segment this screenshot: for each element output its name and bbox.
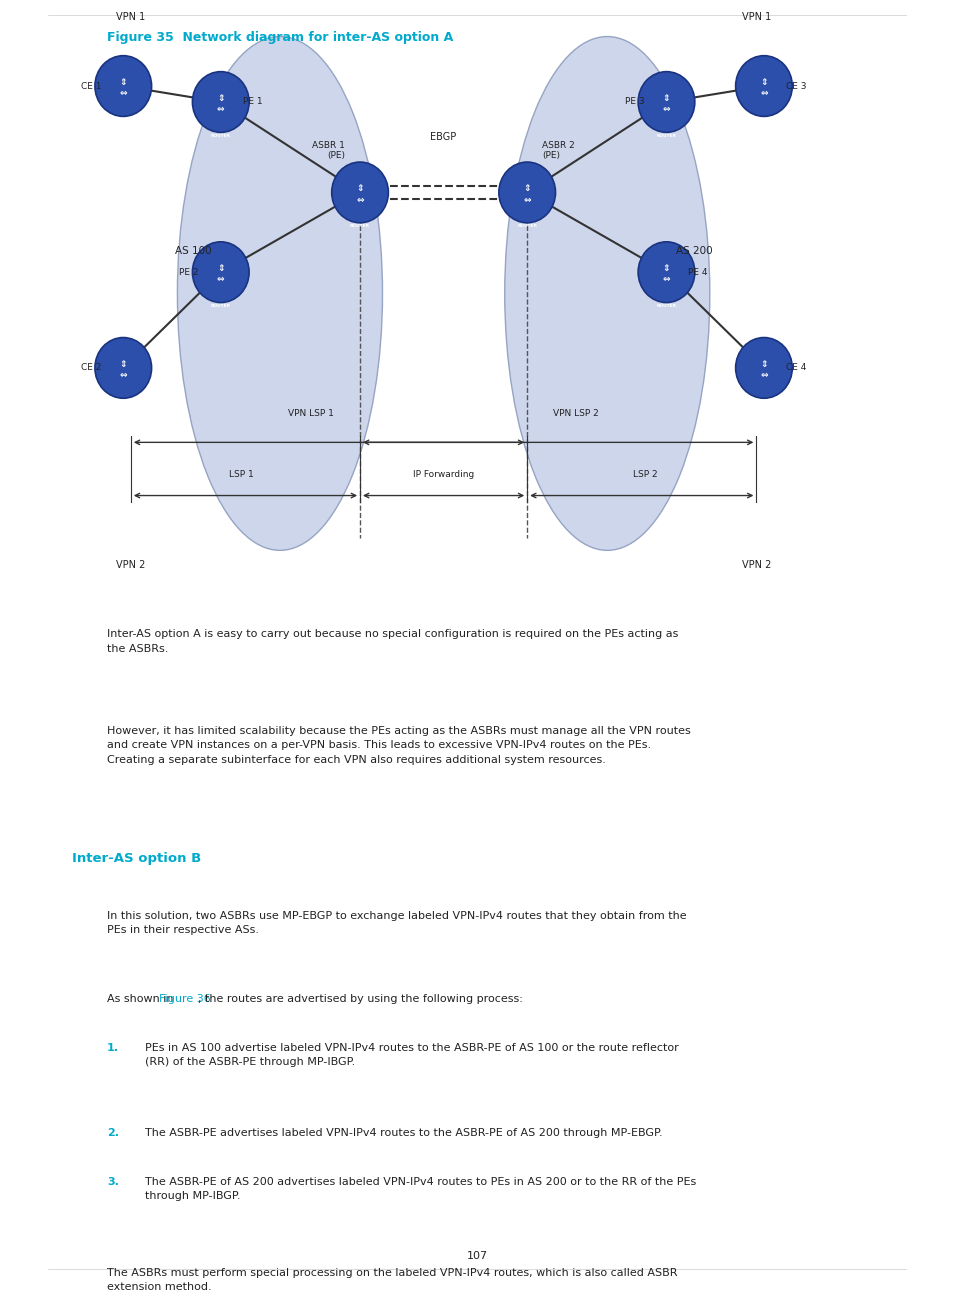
Text: In this solution, two ASBRs use MP-EBGP to exchange labeled VPN-IPv4 routes that: In this solution, two ASBRs use MP-EBGP …	[107, 911, 686, 936]
Ellipse shape	[95, 56, 152, 117]
Text: The ASBR-PE advertises labeled VPN-IPv4 routes to the ASBR-PE of AS 200 through : The ASBR-PE advertises labeled VPN-IPv4 …	[145, 1128, 662, 1138]
Text: Figure 35  Network diagram for inter-AS option A: Figure 35 Network diagram for inter-AS o…	[107, 31, 453, 44]
Text: PE 1: PE 1	[242, 97, 262, 106]
Text: ⇔: ⇔	[119, 371, 127, 380]
Text: ⇔: ⇔	[216, 105, 224, 114]
Text: PEs in AS 100 advertise labeled VPN-IPv4 routes to the ASBR-PE of AS 100 or the : PEs in AS 100 advertise labeled VPN-IPv4…	[145, 1043, 678, 1068]
Text: VPN LSP 2: VPN LSP 2	[553, 408, 598, 417]
Ellipse shape	[735, 337, 791, 398]
Ellipse shape	[95, 337, 152, 398]
Text: ASBR 2
(PE): ASBR 2 (PE)	[542, 141, 575, 161]
Text: CE 3: CE 3	[785, 82, 805, 91]
Ellipse shape	[638, 242, 694, 302]
Text: Figure 36: Figure 36	[159, 994, 211, 1004]
Text: ⇔: ⇔	[523, 196, 531, 205]
Text: ROUTER: ROUTER	[753, 118, 773, 122]
Text: Inter-AS option B: Inter-AS option B	[71, 851, 200, 864]
Text: VPN LSP 1: VPN LSP 1	[288, 408, 334, 417]
Text: The ASBRs must perform special processing on the labeled VPN-IPv4 routes, which : The ASBRs must perform special processin…	[107, 1267, 677, 1292]
Text: ⇔: ⇔	[760, 89, 767, 98]
Text: However, it has limited scalability because the PEs acting as the ASBRs must man: However, it has limited scalability beca…	[107, 726, 690, 765]
Text: ⇔: ⇔	[119, 89, 127, 98]
Text: LSP 2: LSP 2	[633, 469, 658, 478]
Text: PE 4: PE 4	[688, 268, 707, 276]
Text: ⇔: ⇔	[662, 275, 670, 284]
Text: ⇕: ⇕	[216, 93, 224, 102]
Text: ⇕: ⇕	[119, 359, 127, 368]
Text: VPN 2: VPN 2	[741, 560, 771, 570]
Text: LSP 1: LSP 1	[229, 469, 253, 478]
Text: As shown in: As shown in	[107, 994, 176, 1004]
Text: ⇕: ⇕	[523, 184, 531, 193]
Text: VPN 2: VPN 2	[115, 560, 145, 570]
Text: ASBR 1
(PE): ASBR 1 (PE)	[312, 141, 344, 161]
Text: ⇔: ⇔	[355, 196, 363, 205]
Text: ⇔: ⇔	[662, 105, 670, 114]
Text: VPN 1: VPN 1	[741, 12, 771, 22]
Text: Inter-AS option A is easy to carry out because no special configuration is requi: Inter-AS option A is easy to carry out b…	[107, 630, 678, 654]
Text: ⇕: ⇕	[355, 184, 363, 193]
Text: PE 2: PE 2	[179, 268, 198, 276]
Text: ⇕: ⇕	[760, 78, 767, 87]
Text: ROUTER: ROUTER	[113, 118, 133, 122]
Text: The ASBR-PE of AS 200 advertises labeled VPN-IPv4 routes to PEs in AS 200 or to : The ASBR-PE of AS 200 advertises labeled…	[145, 1177, 696, 1201]
Text: ⇕: ⇕	[216, 264, 224, 273]
Text: 3.: 3.	[107, 1177, 118, 1187]
Text: 1.: 1.	[107, 1043, 119, 1054]
Text: ⇕: ⇕	[119, 78, 127, 87]
Text: VPN 1: VPN 1	[115, 12, 145, 22]
Text: ⇔: ⇔	[760, 371, 767, 380]
Text: CE 4: CE 4	[785, 363, 805, 372]
Ellipse shape	[504, 36, 709, 551]
Text: ROUTER: ROUTER	[211, 133, 231, 137]
Ellipse shape	[193, 71, 249, 132]
Text: 2.: 2.	[107, 1128, 119, 1138]
Text: ⇕: ⇕	[760, 359, 767, 368]
Ellipse shape	[332, 162, 388, 223]
Text: ROUTER: ROUTER	[753, 399, 773, 404]
Text: ROUTER: ROUTER	[113, 399, 133, 404]
Text: ROUTER: ROUTER	[656, 305, 676, 308]
Ellipse shape	[193, 242, 249, 302]
Ellipse shape	[735, 56, 791, 117]
Text: ⇕: ⇕	[662, 264, 670, 273]
Text: CE 2: CE 2	[81, 363, 101, 372]
Text: ⇔: ⇔	[216, 275, 224, 284]
Ellipse shape	[638, 71, 694, 132]
Text: IP Forwarding: IP Forwarding	[413, 469, 474, 478]
Text: AS 200: AS 200	[676, 246, 712, 255]
Text: ROUTER: ROUTER	[656, 133, 676, 137]
Ellipse shape	[498, 162, 555, 223]
Text: EBGP: EBGP	[430, 132, 456, 141]
Text: AS 100: AS 100	[174, 246, 211, 255]
Text: ⇕: ⇕	[662, 93, 670, 102]
Text: ROUTER: ROUTER	[517, 224, 537, 228]
Text: CE 1: CE 1	[81, 82, 101, 91]
Text: ROUTER: ROUTER	[211, 305, 231, 308]
Text: 107: 107	[466, 1252, 487, 1261]
Text: , the routes are advertised by using the following process:: , the routes are advertised by using the…	[198, 994, 522, 1004]
Text: ROUTER: ROUTER	[350, 224, 370, 228]
Ellipse shape	[177, 36, 382, 551]
Text: PE 3: PE 3	[624, 97, 644, 106]
